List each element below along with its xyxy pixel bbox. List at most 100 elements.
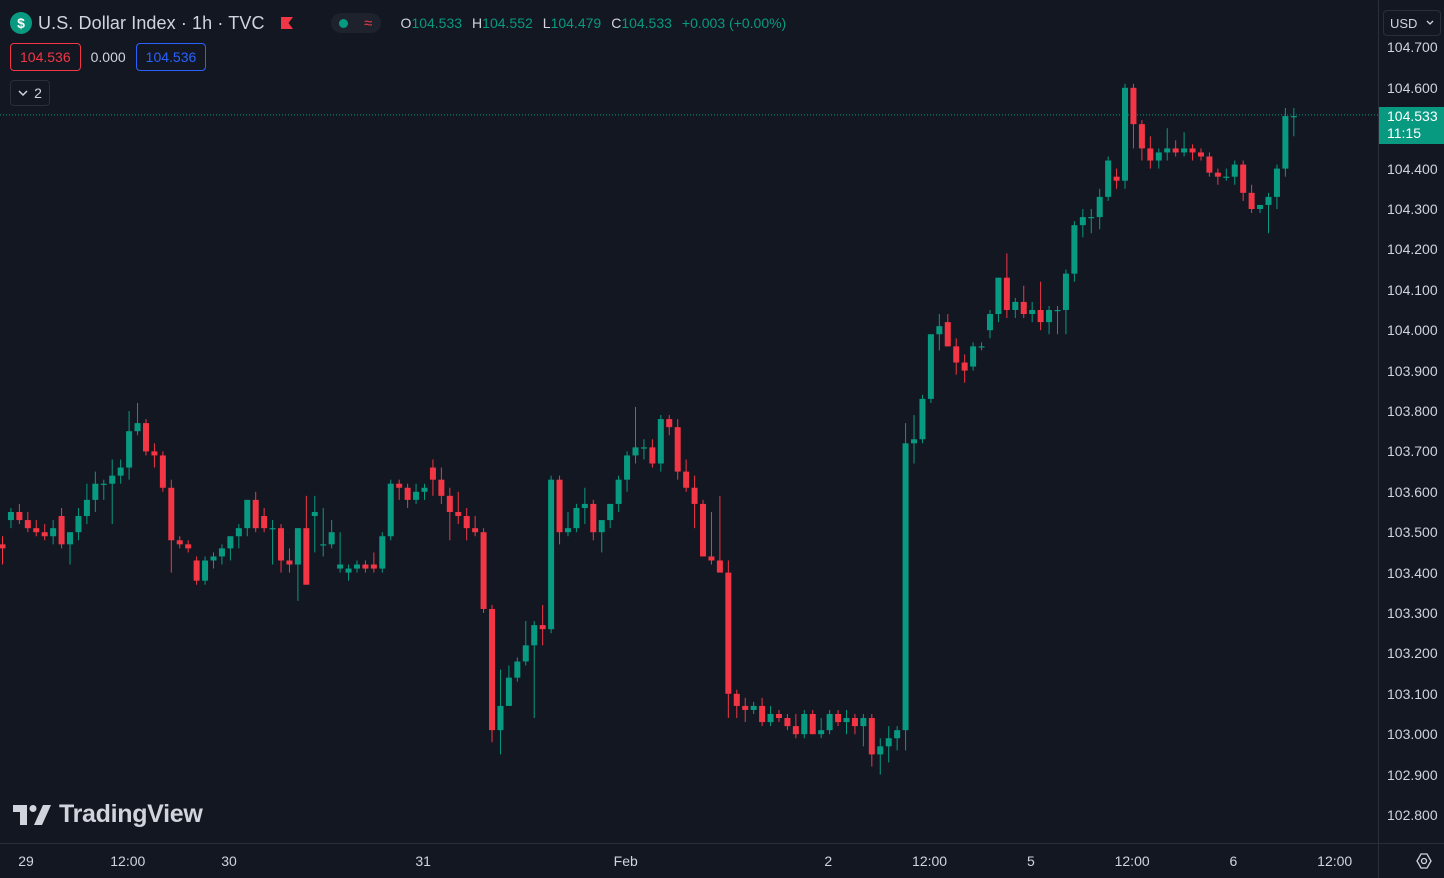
candle-body-up bbox=[640, 447, 647, 449]
time-tick-label: 12:00 bbox=[1114, 853, 1150, 869]
price-tick-label: 103.100 bbox=[1387, 685, 1438, 702]
candle bbox=[615, 475, 622, 512]
candle-body-up bbox=[1181, 148, 1188, 153]
candle bbox=[463, 507, 470, 541]
candle bbox=[1122, 83, 1129, 189]
candle bbox=[691, 475, 698, 529]
high-label: H bbox=[472, 15, 483, 31]
candle bbox=[1105, 156, 1112, 201]
candle-body-down bbox=[463, 516, 470, 529]
candle bbox=[809, 709, 816, 735]
candle bbox=[134, 402, 141, 436]
candle-body-down bbox=[691, 487, 698, 504]
candle-body-up bbox=[497, 705, 504, 731]
candle-body-down bbox=[683, 471, 690, 488]
candlestick-chart bbox=[0, 83, 1378, 775]
candle bbox=[902, 423, 909, 751]
candle bbox=[936, 314, 943, 351]
candle bbox=[421, 483, 428, 500]
candle bbox=[387, 479, 394, 541]
currency-selector[interactable]: USD bbox=[1383, 10, 1441, 36]
candle-body-up bbox=[598, 520, 605, 533]
price-tick-label: 104.100 bbox=[1387, 281, 1438, 298]
candle bbox=[978, 342, 985, 351]
candle bbox=[919, 394, 926, 444]
candle-body-up bbox=[126, 431, 133, 468]
candle-body-up bbox=[1155, 152, 1162, 161]
candle bbox=[1223, 168, 1230, 181]
candle-body-down bbox=[151, 451, 158, 456]
candle bbox=[1248, 184, 1255, 214]
candle-body-up bbox=[1079, 217, 1086, 226]
candle-body-down bbox=[362, 564, 369, 569]
candle-body-up bbox=[581, 503, 588, 508]
candle bbox=[725, 560, 732, 719]
candle bbox=[413, 483, 420, 504]
symbol-title[interactable]: U.S. Dollar Index · 1h · TVC bbox=[38, 12, 265, 33]
candle-body-up bbox=[50, 528, 57, 537]
market-status-pill[interactable]: ≈ bbox=[330, 13, 381, 33]
candle-body-down bbox=[708, 556, 715, 561]
price-tick-label: 104.600 bbox=[1387, 79, 1438, 96]
candle bbox=[33, 520, 40, 537]
candle bbox=[269, 520, 276, 565]
candle-body-up bbox=[1231, 164, 1238, 177]
time-axis[interactable]: 29 12:00 30 31 Feb 2 12:00 5 12:00 6 12:00 bbox=[0, 843, 1378, 878]
candle-body-down bbox=[784, 718, 791, 727]
indicators-toggle-button[interactable]: 2 bbox=[10, 80, 50, 106]
candle bbox=[1138, 120, 1145, 161]
candle-body-down bbox=[261, 516, 268, 529]
candle-body-down bbox=[1197, 152, 1204, 157]
candle-body-up bbox=[337, 564, 344, 569]
flag-icon[interactable] bbox=[279, 15, 295, 31]
open-label: O bbox=[400, 15, 412, 31]
tradingview-logo[interactable]: TradingView bbox=[13, 800, 203, 829]
candle-body-down bbox=[700, 503, 707, 557]
candle bbox=[742, 697, 749, 723]
candle bbox=[674, 419, 681, 480]
candle bbox=[202, 556, 209, 585]
candle-body-down bbox=[556, 479, 563, 533]
candle-body-up bbox=[936, 326, 943, 335]
candle bbox=[708, 512, 715, 565]
candle-body-up bbox=[615, 479, 622, 504]
candle-body-down bbox=[792, 726, 799, 735]
candle-body-up bbox=[1273, 168, 1280, 197]
candle bbox=[337, 532, 344, 573]
candle-body-down bbox=[1037, 310, 1044, 323]
candle bbox=[607, 503, 614, 529]
chevron-down-icon bbox=[18, 90, 28, 97]
chart-area[interactable]: $ U.S. Dollar Index · 1h · TVC ≈ O104.53… bbox=[0, 0, 1378, 843]
candle-body-up bbox=[92, 483, 99, 500]
trade-buttons: 104.536 0.000 104.536 bbox=[10, 43, 207, 71]
time-tick-label: 2 bbox=[824, 853, 833, 869]
price-tick-label: 102.800 bbox=[1387, 807, 1438, 823]
candle bbox=[1147, 136, 1154, 169]
candle-body-up bbox=[413, 491, 420, 500]
candle bbox=[598, 520, 605, 553]
candle bbox=[294, 528, 301, 601]
price-axis[interactable]: 104.700 104.600 104.400 104.300 104.200 104.1… bbox=[1378, 0, 1444, 843]
candle-body-up bbox=[505, 677, 512, 706]
candle-body-up bbox=[860, 718, 867, 727]
buy-button[interactable]: 104.536 bbox=[135, 43, 207, 71]
candle bbox=[311, 495, 318, 553]
price-tick-label: 103.800 bbox=[1387, 403, 1438, 419]
gear-icon[interactable] bbox=[1415, 852, 1433, 870]
candle-body-up bbox=[885, 738, 892, 747]
candle bbox=[1265, 192, 1272, 234]
candle-body-down bbox=[1240, 164, 1247, 193]
sell-button[interactable]: 104.536 bbox=[10, 43, 81, 71]
candle bbox=[328, 520, 335, 549]
candle-body-up bbox=[894, 730, 901, 739]
candle bbox=[860, 714, 867, 747]
candle-body-up bbox=[345, 568, 352, 573]
candle bbox=[210, 552, 217, 569]
candle-body-up bbox=[548, 479, 555, 630]
candle bbox=[1197, 148, 1204, 161]
candle bbox=[286, 548, 293, 573]
candle bbox=[784, 714, 791, 731]
price-tick-label: 104.700 bbox=[1387, 39, 1438, 56]
candle-body-down bbox=[193, 560, 200, 581]
candle-body-up bbox=[294, 528, 301, 565]
